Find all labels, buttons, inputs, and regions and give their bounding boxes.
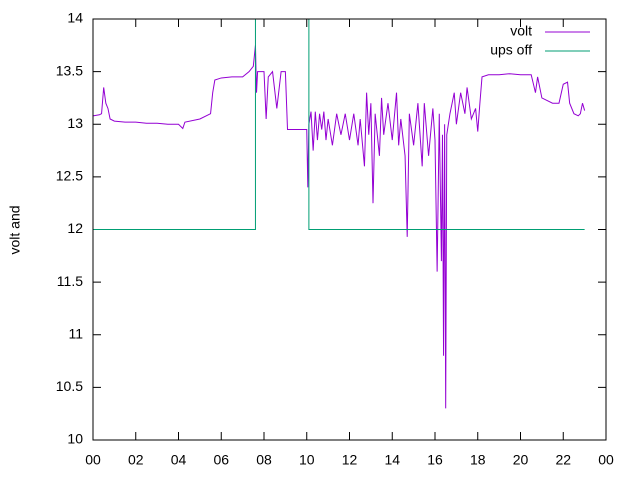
y-axis-label: volt and — [7, 205, 23, 254]
legend-label: ups off — [490, 42, 532, 58]
y-tick-label: 12 — [67, 220, 83, 236]
y-tick-label: 13 — [67, 115, 83, 131]
x-tick-label: 10 — [299, 452, 315, 468]
plot-border — [92, 18, 607, 441]
y-tick-label: 13.5 — [56, 62, 83, 78]
x-tick-label: 02 — [128, 452, 144, 468]
y-tick-label: 12.5 — [56, 168, 83, 184]
x-tick-label: 18 — [470, 452, 486, 468]
x-tick-label: 08 — [256, 452, 272, 468]
y-tick-label: 10 — [67, 431, 83, 447]
y-tick-label: 11.5 — [57, 273, 83, 289]
series-line — [92, 45, 586, 409]
x-tick-label: 16 — [427, 452, 443, 468]
x-tick-label: 00 — [598, 452, 614, 468]
x-tick-label: 22 — [555, 452, 571, 468]
y-tick-label: 11 — [68, 325, 83, 341]
x-tick-label: 04 — [171, 452, 187, 468]
y-tick-label: 14 — [67, 10, 83, 26]
x-tick-label: 12 — [342, 452, 358, 468]
x-tick-label: 14 — [384, 452, 400, 468]
legend-label: volt — [510, 23, 532, 39]
y-tick-label: 10.5 — [56, 378, 83, 394]
x-tick-label: 00 — [85, 452, 101, 468]
x-tick-label: 06 — [213, 452, 229, 468]
x-tick-label: 20 — [513, 452, 529, 468]
